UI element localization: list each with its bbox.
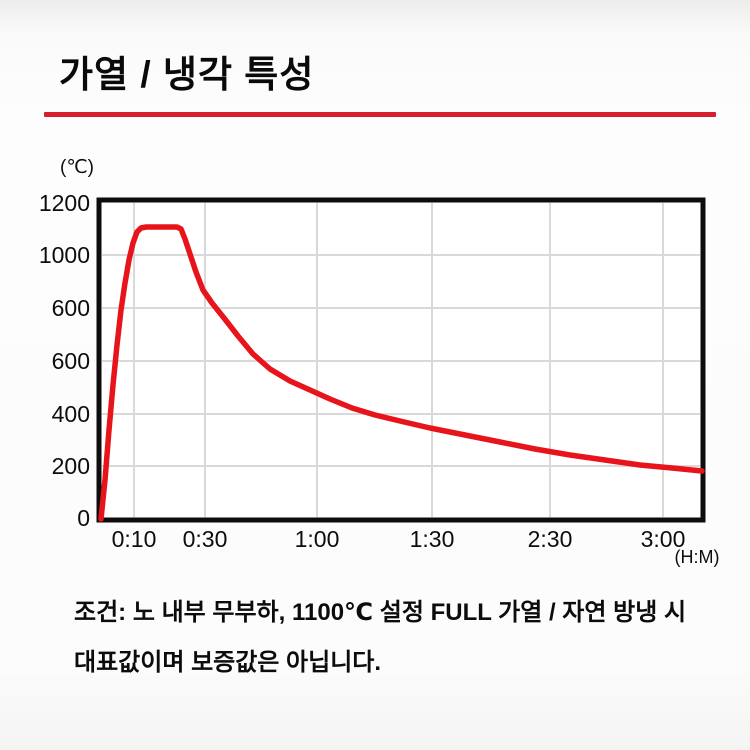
- y-tick-label: 1200: [38, 190, 90, 216]
- temperature-curve: [98, 224, 705, 522]
- y-tick-label: 1000: [38, 242, 90, 268]
- x-axis-unit-label: (H:M): [674, 547, 720, 567]
- y-tick-label: 600: [51, 295, 90, 321]
- plot-border: [96, 197, 706, 523]
- condition-note-line1: 조건: 노 내부 무부하, 1100℃ 설정 FULL 가열 / 자연 방냉 시: [74, 599, 687, 626]
- x-tick-label: 2:30: [527, 526, 573, 552]
- x-tick-label: 1:30: [409, 526, 455, 552]
- y-tick-label: 0: [77, 505, 90, 531]
- x-tick-label: 0:30: [182, 526, 228, 552]
- condition-note: 조건: 노 내부 무부하, 1100℃ 설정 FULL 가열 / 자연 방냉 시…: [74, 588, 714, 688]
- x-tick-label: 3:00: [640, 526, 686, 552]
- y-tick-label: 600: [51, 348, 90, 374]
- y-tick-label: 400: [51, 401, 90, 427]
- title-underline: [44, 112, 716, 117]
- page-title: 가열 / 냉각 특성: [59, 54, 315, 95]
- y-axis-unit-label: (℃): [60, 157, 94, 178]
- condition-note-line2: 대표값이며 보증값은 아닙니다.: [74, 649, 382, 676]
- x-tick-label: 1:00: [294, 526, 340, 552]
- x-tick-label: 0:10: [111, 526, 157, 552]
- y-tick-label: 200: [51, 453, 90, 479]
